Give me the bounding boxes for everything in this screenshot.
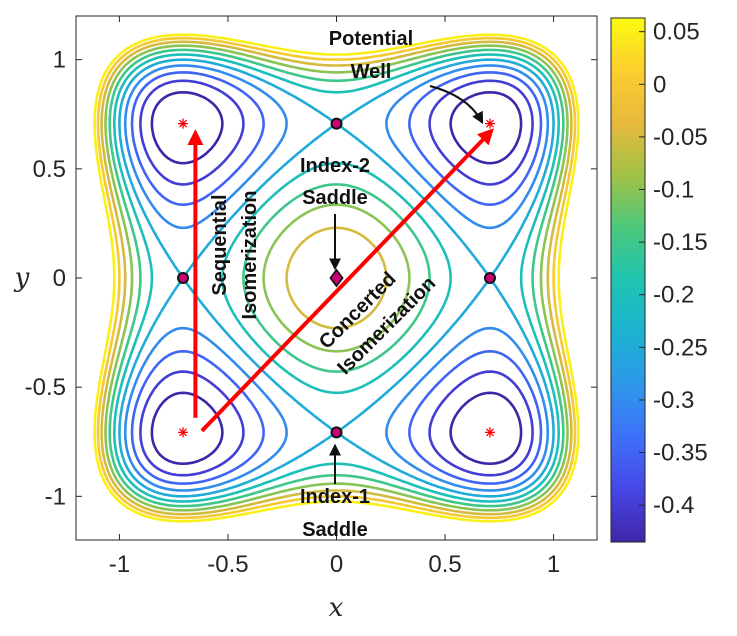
axis-ticks: -1 -0.5 0 0.5 1 -1 -0.5 0 0.5 1: [25, 16, 597, 578]
colorbar: [610, 17, 646, 543]
potential-well-arrow: [429, 85, 484, 125]
y-tick-label: 1: [53, 47, 66, 74]
contour-level-1: [139, 79, 534, 477]
colorbar-tick-label: -0.05: [653, 124, 708, 151]
colorbar-tick-label: 0: [653, 71, 666, 98]
contour-level-0: [150, 91, 523, 465]
colorbar-tick-label: -0.15: [653, 229, 708, 256]
annotation-index1-line2: Saddle: [302, 519, 368, 541]
y-tick-label: 0: [53, 265, 66, 292]
potential-well-marker: [484, 118, 495, 129]
annotation-sequential-line1: Sequential: [209, 194, 231, 295]
y-tick-label: -0.5: [25, 374, 66, 401]
contour-level-9: [96, 36, 577, 520]
index1-saddle-marker: [330, 426, 343, 439]
concerted-path-arrow: [200, 128, 494, 433]
x-tick-label: -0.5: [207, 551, 248, 578]
annotations: Potential Well Index-2 Saddle Index-1 Sa…: [209, 28, 484, 541]
contour-level-6: [108, 48, 565, 508]
potential-well-marker: [178, 118, 189, 129]
contour-level-10: [93, 33, 580, 523]
annotation-potential-well-line2: Well: [351, 61, 392, 83]
index1-saddle-marker: [483, 272, 496, 284]
isomerization-paths: [187, 128, 494, 433]
colorbar-tick-label: -0.1: [653, 177, 694, 204]
colorbar-tick-label: -0.25: [653, 334, 708, 361]
potential-well-marker: [484, 427, 495, 438]
annotation-index2-line1: Index-2: [300, 155, 370, 177]
contour-level-7: [104, 44, 569, 512]
x-tick-label: 0.5: [428, 551, 461, 578]
contour-level-5: [113, 53, 560, 503]
colorbar-tick-label: -0.4: [653, 492, 694, 519]
x-tick-label: 0: [330, 551, 343, 578]
x-tick-label: 1: [547, 551, 560, 578]
potential-well-marker: [178, 427, 189, 438]
colorbar-tick-label: -0.3: [653, 387, 694, 414]
x-tick-label: -1: [109, 551, 130, 578]
annotation-potential-well-line1: Potential: [329, 28, 413, 50]
colorbar-tick-label: -0.2: [653, 282, 694, 309]
colorbar-tick-label: 0.05: [653, 19, 700, 46]
critical-point-markers: [177, 117, 496, 439]
y-axis-label: y: [14, 263, 30, 293]
annotation-sequential-line2: Isomerization: [239, 191, 261, 320]
index1-saddle-marker: [330, 117, 343, 130]
y-tick-label: -1: [45, 483, 66, 510]
annotation-index2-line2: Saddle: [302, 187, 368, 209]
index2-saddle-marker: [329, 268, 344, 288]
colorbar-ticks: 0.05 0 -0.05 -0.1 -0.15 -0.2 -0.25 -0.3 -0.35 -0.…: [639, 19, 708, 519]
y-tick-label: 0.5: [33, 156, 66, 183]
colorbar-tick-label: -0.35: [653, 440, 708, 467]
index1-saddle-marker: [177, 272, 190, 284]
x-axis-label: x: [329, 593, 344, 623]
contour-level-4: [118, 58, 555, 498]
annotation-index1-line1: Index-1: [300, 486, 370, 508]
contour-level-2: [130, 71, 543, 485]
